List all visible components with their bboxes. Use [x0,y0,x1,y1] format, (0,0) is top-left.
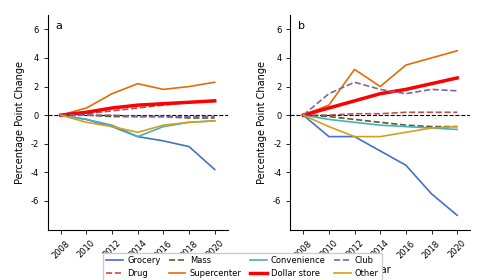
X-axis label: Year: Year [127,265,148,276]
Y-axis label: Percentage Point Change: Percentage Point Change [257,61,267,184]
X-axis label: Year: Year [369,265,390,276]
Y-axis label: Percentage Point Change: Percentage Point Change [15,61,25,184]
Legend: Grocery, Drug, Mass, Supercenter, Convenience, Dollar store, Club, Other: Grocery, Drug, Mass, Supercenter, Conven… [103,253,381,280]
Text: b: b [297,22,304,31]
Text: a: a [55,22,62,31]
